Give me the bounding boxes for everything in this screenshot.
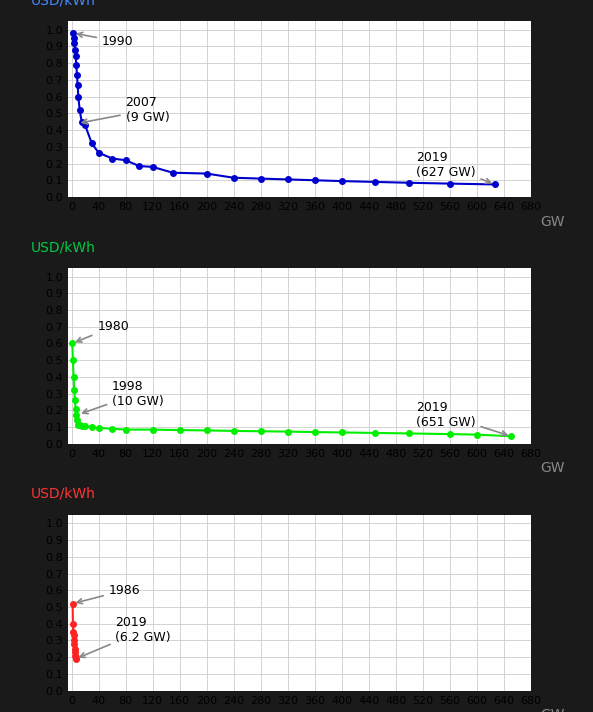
Text: 1998
(10 GW): 1998 (10 GW) — [82, 379, 164, 414]
Text: 2019
(627 GW): 2019 (627 GW) — [416, 151, 490, 183]
Text: GW: GW — [540, 708, 565, 712]
Text: USD/kWh: USD/kWh — [31, 0, 96, 7]
Text: 2019
(6.2 GW): 2019 (6.2 GW) — [80, 617, 171, 657]
Text: 1990: 1990 — [78, 32, 133, 48]
Text: 1986: 1986 — [77, 584, 141, 604]
Text: 2007
(9 GW): 2007 (9 GW) — [82, 96, 170, 124]
Text: USD/kWh: USD/kWh — [31, 487, 96, 501]
Text: GW: GW — [540, 214, 565, 229]
Text: GW: GW — [540, 461, 565, 476]
Text: 1980: 1980 — [76, 320, 129, 342]
Text: USD/kWh: USD/kWh — [31, 240, 96, 254]
Text: 2019
(651 GW): 2019 (651 GW) — [416, 402, 507, 436]
